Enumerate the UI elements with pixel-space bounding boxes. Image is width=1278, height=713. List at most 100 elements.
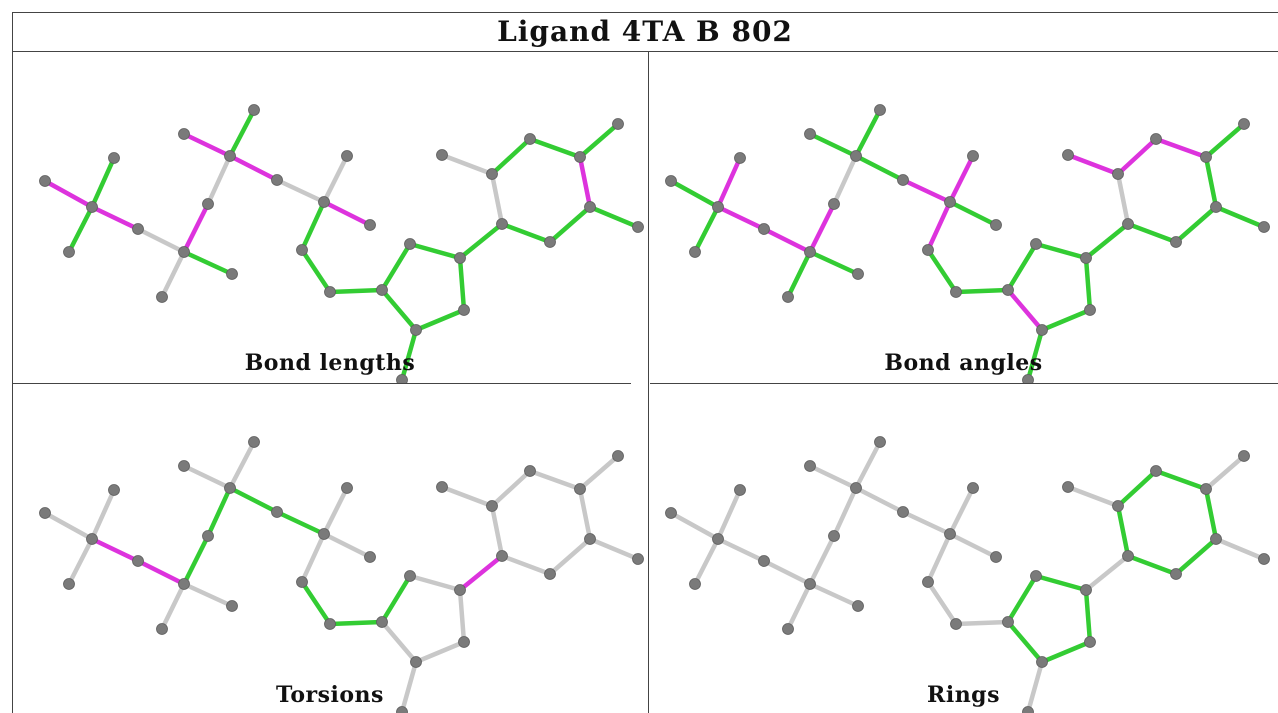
atom bbox=[544, 236, 556, 248]
bond bbox=[587, 536, 641, 562]
atom bbox=[1036, 656, 1048, 668]
atom bbox=[1036, 324, 1048, 336]
bond bbox=[947, 531, 999, 560]
bond bbox=[807, 249, 861, 277]
bond bbox=[379, 241, 413, 293]
atom bbox=[1170, 236, 1182, 248]
bond bbox=[831, 153, 859, 207]
atom bbox=[296, 244, 308, 256]
bond bbox=[489, 136, 533, 177]
bond bbox=[489, 171, 505, 227]
bond bbox=[327, 619, 385, 627]
atom bbox=[689, 246, 701, 258]
bond bbox=[457, 221, 505, 261]
atom bbox=[1122, 550, 1134, 562]
atom bbox=[1080, 252, 1092, 264]
atom bbox=[396, 374, 408, 383]
bond bbox=[587, 204, 641, 230]
bond bbox=[321, 531, 373, 560]
panel-bond-lengths: Bond lengths bbox=[12, 52, 648, 383]
atom bbox=[990, 219, 1002, 231]
atom bbox=[734, 484, 746, 496]
bond bbox=[181, 131, 233, 159]
bond bbox=[715, 487, 743, 542]
bond bbox=[831, 485, 859, 539]
atom bbox=[922, 244, 934, 256]
figure-frame bbox=[12, 12, 1278, 713]
bond bbox=[1083, 255, 1093, 313]
bond bbox=[299, 531, 327, 585]
horizontal-divider-right bbox=[650, 383, 1278, 384]
bond bbox=[692, 204, 721, 255]
bond bbox=[1025, 659, 1045, 713]
atom bbox=[1150, 133, 1162, 145]
panel-torsions: Torsions bbox=[12, 384, 648, 713]
bond bbox=[321, 199, 373, 228]
atom bbox=[1112, 500, 1124, 512]
bond bbox=[379, 287, 419, 333]
atom bbox=[63, 578, 75, 590]
bond bbox=[925, 531, 953, 585]
atom bbox=[108, 484, 120, 496]
atom bbox=[990, 551, 1002, 563]
atom bbox=[248, 436, 260, 448]
bond bbox=[925, 247, 959, 295]
bond bbox=[489, 468, 533, 509]
atom bbox=[224, 482, 236, 494]
atom bbox=[364, 551, 376, 563]
bond bbox=[181, 201, 211, 255]
atom bbox=[665, 175, 677, 187]
atom bbox=[524, 133, 536, 145]
bond bbox=[1083, 221, 1131, 261]
atom bbox=[852, 268, 864, 280]
atom bbox=[950, 618, 962, 630]
bond bbox=[42, 510, 95, 542]
atom bbox=[410, 324, 422, 336]
atom bbox=[897, 174, 909, 186]
bond bbox=[413, 639, 467, 665]
atom bbox=[967, 150, 979, 162]
bond bbox=[499, 553, 553, 577]
bond bbox=[1115, 171, 1131, 227]
atom bbox=[897, 506, 909, 518]
atom bbox=[1238, 450, 1250, 462]
bond bbox=[89, 155, 117, 210]
bond bbox=[321, 153, 350, 205]
bond bbox=[299, 247, 333, 295]
bond bbox=[399, 327, 419, 383]
atom bbox=[458, 636, 470, 648]
bond bbox=[227, 439, 257, 491]
bond bbox=[785, 249, 813, 300]
bond bbox=[457, 553, 505, 593]
atom bbox=[224, 150, 236, 162]
atom bbox=[1022, 374, 1034, 383]
atom bbox=[850, 482, 862, 494]
atom bbox=[612, 450, 624, 462]
atom bbox=[574, 151, 586, 163]
atom bbox=[318, 196, 330, 208]
vertical-divider bbox=[648, 52, 649, 713]
bond bbox=[947, 199, 999, 228]
bond bbox=[1203, 486, 1219, 542]
atom bbox=[86, 533, 98, 545]
atom bbox=[486, 500, 498, 512]
bond bbox=[274, 509, 327, 537]
atom bbox=[296, 576, 308, 588]
atom bbox=[63, 246, 75, 258]
atom bbox=[574, 483, 586, 495]
bond bbox=[1203, 121, 1247, 160]
atom bbox=[758, 223, 770, 235]
atom bbox=[689, 578, 701, 590]
atom bbox=[404, 238, 416, 250]
bond bbox=[205, 485, 233, 539]
bond bbox=[1125, 221, 1179, 245]
atom bbox=[712, 533, 724, 545]
atom bbox=[156, 623, 168, 635]
atom bbox=[376, 284, 388, 296]
bond bbox=[953, 287, 1011, 295]
bond bbox=[457, 587, 467, 645]
atom bbox=[1002, 616, 1014, 628]
bond bbox=[1203, 154, 1219, 210]
bond bbox=[1039, 639, 1093, 665]
bond bbox=[205, 153, 233, 207]
